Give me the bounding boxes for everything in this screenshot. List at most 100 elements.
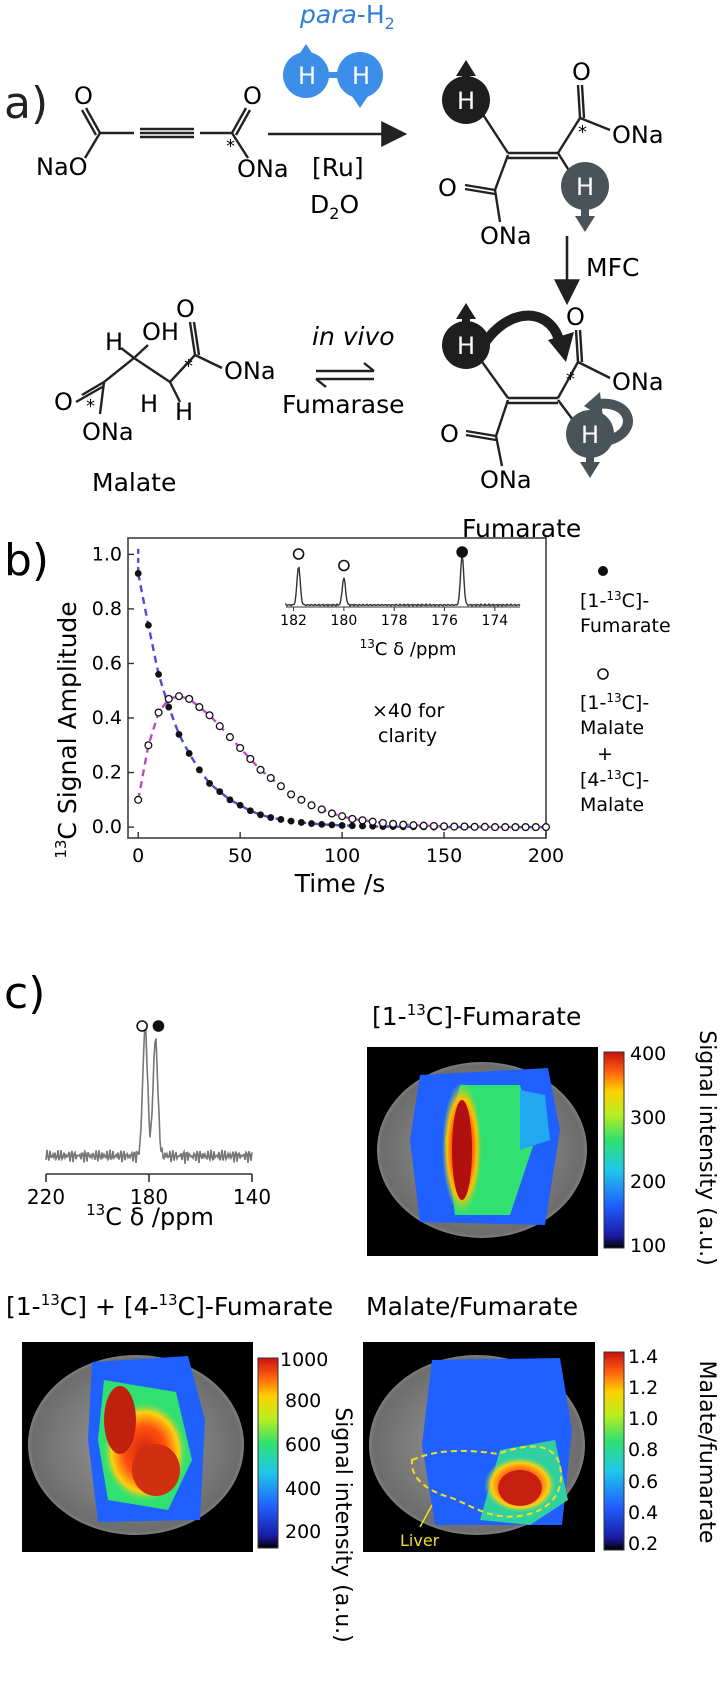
- ylabel-text: C Signal Amplitude: [53, 601, 82, 839]
- map1-tick-200: 200: [630, 1171, 666, 1193]
- map2-tick-800: 800: [285, 1390, 321, 1412]
- fumarate-hyperpolarized-structure: [464, 84, 611, 223]
- spectrum-tick-label: 220: [27, 1185, 65, 1209]
- acetylenedicarboxylate-structure: [80, 107, 252, 159]
- point-fumarate: [338, 822, 346, 829]
- point-malate: [358, 816, 367, 825]
- point-malate: [521, 823, 530, 832]
- malate-name: Malate: [92, 468, 176, 497]
- point-malate: [490, 823, 500, 832]
- map3-tick-1.4: 1.4: [628, 1346, 658, 1368]
- legend-fumarate-line1: [1-13C]-: [580, 589, 649, 612]
- point-malate: [450, 822, 459, 831]
- point-malate: [541, 823, 551, 832]
- spec-xlabel-sup: 13: [86, 1201, 105, 1219]
- point-malate: [154, 708, 163, 717]
- y-tick-label: 0.2: [92, 762, 122, 784]
- solvent-label: D2O: [310, 190, 359, 223]
- para-h2-italic: para: [299, 0, 357, 29]
- legend-mal4-post: C]-: [622, 769, 650, 791]
- inset-peak-marker: [456, 546, 468, 558]
- inset-peak-marker: [292, 548, 305, 560]
- panel-c: c) 220 180 140 13C δ /ppm [1-13C]-Fumarate…: [4, 968, 719, 1643]
- fumarate-h-dark-label: H: [457, 87, 475, 115]
- spectrum-tick-label: 140: [233, 1185, 271, 1209]
- map3-colorbar: [603, 1351, 625, 1551]
- inset-xlabel-sup: 13: [360, 637, 375, 651]
- legend-mal4-pre: [4-: [580, 769, 606, 791]
- liver-outline: [410, 1445, 562, 1518]
- spectrum-tick-label: 180: [130, 1185, 168, 1209]
- legend-fum-pre: [1-: [580, 590, 606, 612]
- point-fumarate: [236, 801, 244, 809]
- panel-a: a) para-H2 H H O: [4, 0, 664, 543]
- legend-mal1-pre: [1-: [580, 692, 606, 714]
- map1-cbar-label: Signal intensity (a.u.): [694, 1030, 719, 1266]
- y-tick-label: 0.8: [92, 598, 122, 620]
- polarization-transfer-arrow-1: [475, 310, 565, 353]
- spectrum-peak-marker: [136, 1020, 148, 1032]
- map3-tick-1.2: 1.2: [628, 1377, 658, 1399]
- point-fumarate: [216, 788, 224, 796]
- point-malate: [409, 821, 418, 830]
- reactant-nao: NaO: [36, 153, 88, 181]
- solvent-d: D: [310, 190, 329, 219]
- point-fumarate: [226, 796, 234, 804]
- product-star-top: *: [578, 122, 587, 143]
- malate-structure: [75, 321, 223, 415]
- x-tick-label: 200: [528, 845, 564, 867]
- reactant-o-right: O: [243, 82, 262, 110]
- map1-tick-400: 400: [630, 1043, 666, 1065]
- fumarate-h-dark-spin-2: H: [442, 303, 490, 369]
- map2-title-pre: [1-: [6, 1292, 41, 1321]
- point-malate: [389, 819, 398, 828]
- point-malate: [378, 818, 387, 828]
- in-vivo-spectrum-axis: 220 180 140: [27, 1173, 271, 1209]
- inset-x-label: 13C δ /ppm: [360, 637, 457, 660]
- inset-ticks: 182 180 178 176 174: [280, 606, 520, 629]
- map3-tick-0.8: 0.8: [628, 1439, 658, 1461]
- y-tick-label: 1.0: [92, 543, 122, 565]
- spectrum-peak-marker: [152, 1020, 165, 1032]
- point-malate: [338, 812, 347, 821]
- malate-h-2: H: [140, 390, 158, 418]
- point-fumarate: [257, 811, 264, 819]
- point-malate: [439, 822, 449, 831]
- in-vivo-spectrum-xlabel: 13C δ /ppm: [86, 1201, 214, 1231]
- para-h2-label: para-H2: [299, 0, 395, 33]
- malate-o-left: O: [54, 388, 73, 416]
- point-malate: [287, 790, 296, 799]
- fumarate-h-grey-spin: H: [561, 162, 609, 232]
- point-fumarate: [185, 750, 193, 757]
- inset-tick-label: 174: [481, 613, 508, 629]
- map2-tick-200: 200: [285, 1521, 321, 1543]
- fumarate2-h-dark-label: H: [457, 332, 475, 360]
- point-malate: [307, 801, 316, 810]
- point-malate: [419, 821, 428, 830]
- panel-a-letter: a): [4, 78, 48, 129]
- map2-title: [1-13C] + [4-13C]-Fumarate: [6, 1291, 333, 1321]
- map1-tick-100: 100: [630, 1235, 666, 1257]
- map2-tick-600: 600: [285, 1434, 321, 1456]
- legend-malate1-line2: Malate: [580, 717, 644, 739]
- map2-title-sup2: 13: [159, 1291, 178, 1309]
- map-fumarate-1c: [1-13C]-Fumarate 400 300 200 100 Signal …: [367, 1001, 719, 1266]
- map2-tick-1000: 1000: [280, 1349, 328, 1371]
- fumarate-polarized-structure: [465, 329, 611, 467]
- map3-tick-0.2: 0.2: [628, 1533, 658, 1555]
- point-malate: [266, 773, 275, 783]
- point-malate: [174, 692, 184, 701]
- fumarate2-o-top: O: [566, 303, 585, 331]
- fumarate2-o-left: O: [440, 420, 459, 448]
- para-h-label-1: H: [298, 62, 316, 90]
- panel-c-letter: c): [4, 968, 45, 1019]
- reactant-star: *: [226, 136, 235, 157]
- main-plot-frame: [127, 537, 547, 839]
- point-malate: [429, 821, 438, 831]
- point-malate: [399, 820, 408, 829]
- map3-tick-0.4: 0.4: [628, 1502, 658, 1524]
- point-fumarate: [328, 821, 336, 829]
- mfc-label: MFC: [586, 253, 639, 282]
- map3-tick-1.0: 1.0: [628, 1408, 658, 1430]
- fumarate2-ona-bottom: ONa: [480, 466, 532, 494]
